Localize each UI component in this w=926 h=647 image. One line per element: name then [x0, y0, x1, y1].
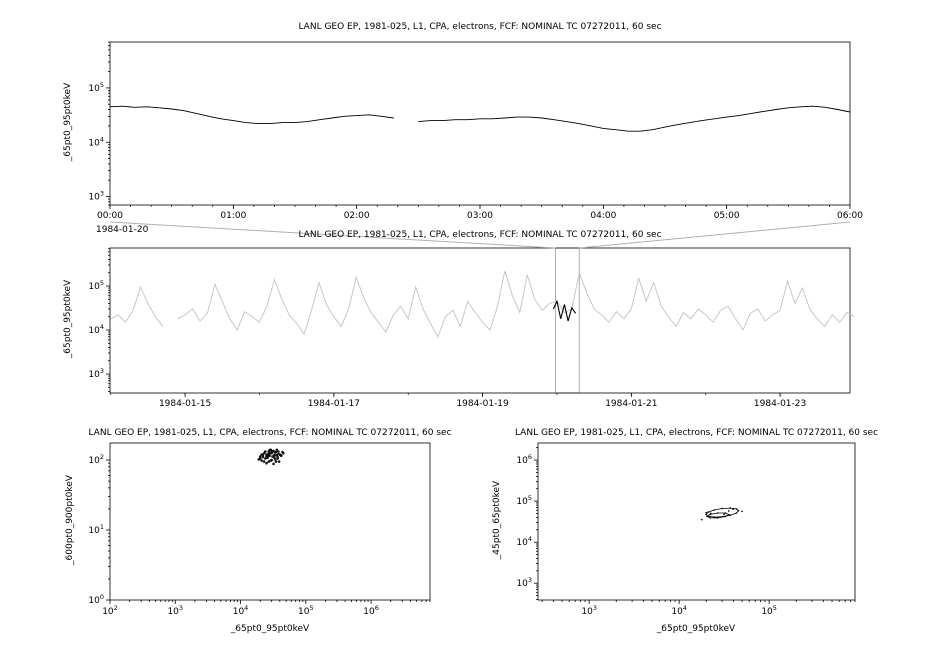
- y-axis-label-scatter-right: _45pt0_65pt0keV: [492, 480, 502, 560]
- svg-text:05:00: 05:00: [714, 211, 740, 221]
- svg-text:04:00: 04:00: [590, 211, 616, 221]
- x-axis-date-label: 1984-01-20: [96, 225, 149, 235]
- svg-text:1984-01-17: 1984-01-17: [308, 399, 360, 409]
- x-axis-label-scatter-left: _65pt0_95pt0keV: [230, 624, 310, 634]
- svg-text:102: 102: [102, 604, 118, 617]
- svg-text:106: 106: [516, 453, 532, 466]
- svg-text:105: 105: [88, 81, 104, 94]
- svg-text:1984-01-23: 1984-01-23: [754, 399, 806, 409]
- svg-text:00:00: 00:00: [97, 211, 123, 221]
- plot-title-scatter-left: LANL GEO EP, 1981-025, L1, CPA, electron…: [88, 428, 452, 438]
- svg-text:03:00: 03:00: [467, 211, 493, 221]
- svg-text:105: 105: [298, 604, 314, 617]
- plot-title-context: LANL GEO EP, 1981-025, L1, CPA, electron…: [298, 230, 662, 240]
- svg-text:103: 103: [88, 367, 104, 380]
- plot-title-scatter-right: LANL GEO EP, 1981-025, L1, CPA, electron…: [514, 428, 879, 438]
- svg-text:105: 105: [516, 494, 532, 507]
- svg-text:104: 104: [233, 604, 249, 617]
- svg-text:101: 101: [88, 523, 104, 536]
- svg-text:100: 100: [88, 593, 104, 606]
- svg-text:103: 103: [581, 604, 597, 617]
- svg-text:106: 106: [363, 604, 379, 617]
- y-axis-label-top: _65pt0_95pt0keV: [63, 82, 73, 162]
- svg-text:103: 103: [167, 604, 183, 617]
- svg-text:06:00: 06:00: [837, 211, 863, 221]
- svg-text:103: 103: [516, 576, 532, 589]
- svg-text:104: 104: [671, 604, 687, 617]
- y-axis-label-scatter-left: _600pt0_900pt0keV: [65, 475, 75, 565]
- svg-text:105: 105: [88, 279, 104, 292]
- svg-text:105: 105: [761, 604, 777, 617]
- svg-text:104: 104: [516, 535, 532, 548]
- svg-text:104: 104: [88, 323, 104, 336]
- svg-text:1984-01-21: 1984-01-21: [605, 399, 657, 409]
- y-axis-label-context: _65pt0_95pt0keV: [63, 279, 73, 359]
- svg-text:02:00: 02:00: [344, 211, 370, 221]
- svg-text:102: 102: [88, 453, 104, 466]
- svg-text:01:00: 01:00: [220, 211, 246, 221]
- svg-text:1984-01-15: 1984-01-15: [159, 399, 211, 409]
- plot-title-top: LANL GEO EP, 1981-025, L1, CPA, electron…: [298, 22, 662, 32]
- x-axis-label-scatter-right: _65pt0_95pt0keV: [656, 624, 736, 634]
- svg-text:104: 104: [88, 135, 104, 148]
- svg-text:103: 103: [88, 190, 104, 203]
- svg-text:1984-01-19: 1984-01-19: [456, 399, 509, 409]
